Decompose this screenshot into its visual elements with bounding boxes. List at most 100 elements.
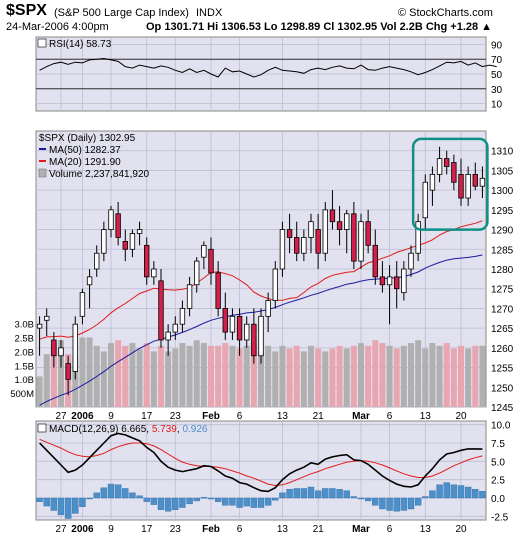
volume-legend: Volume 2,237,841,920 (49, 169, 150, 180)
volume-y-tick-label: 500M (10, 389, 34, 400)
rsi-y-tick-label: 70 (491, 55, 503, 66)
candle-body (294, 237, 300, 254)
macd-histogram-bar (136, 495, 143, 499)
candle-body (108, 209, 114, 230)
volume-bar (422, 348, 429, 407)
volume-bar (193, 340, 200, 407)
macd-histogram-bar (150, 497, 158, 505)
candle-body (158, 280, 164, 341)
price-x-tick-label: 9 (108, 411, 114, 422)
macd-histogram-bar (372, 497, 379, 506)
volume-bar (329, 348, 336, 407)
price-y-tick-label: 1280 (491, 265, 514, 276)
macd-histogram-bar (293, 488, 300, 499)
candle-body (272, 268, 278, 301)
chart-header: $SPX (S&P 500 Large Cap Index) INDX © St… (0, 0, 520, 36)
candle-body (444, 158, 450, 167)
price-x-tick-label: Feb (202, 411, 220, 422)
candle-body (286, 229, 293, 238)
candle-body (229, 315, 236, 333)
candle-body (408, 252, 414, 270)
macd-histogram-bar (443, 482, 450, 499)
rsi-legend-icon (37, 38, 47, 48)
volume-bar (379, 343, 386, 407)
volume-bar (386, 345, 393, 407)
volume-bar (50, 343, 57, 407)
candle-body (44, 315, 50, 321)
quote-summary: Op 1301.71 Hi 1306.53 Lo 1298.89 Cl 1302… (146, 21, 493, 33)
candle-body (244, 323, 250, 341)
price-y-tick-label: 1300 (491, 186, 514, 197)
candle-body (336, 221, 343, 230)
macd-histogram-bar (114, 484, 122, 499)
candle-body (279, 229, 286, 270)
macd-histogram-bar (193, 497, 200, 502)
candle-body (315, 229, 321, 254)
exchange-label: INDX (196, 7, 223, 19)
volume-bar (43, 354, 50, 407)
candle-body (215, 272, 221, 309)
macd-histogram-bar (64, 497, 72, 519)
candle-body (79, 292, 86, 317)
price-y-tick-label: 1270 (491, 304, 514, 315)
macd-y-tick-label: 0.0 (491, 494, 505, 505)
macd-x-tick-label: 13 (277, 524, 289, 535)
macd-legend-icon (37, 423, 47, 433)
index-name: (S&P 500 Large Cap Index) (54, 7, 189, 19)
macd-histogram-bar (300, 488, 308, 499)
candle-body (86, 276, 93, 286)
candle-body (308, 221, 314, 238)
rsi-y-tick-label: 30 (491, 85, 503, 96)
price-y-tick-label: 1260 (491, 344, 514, 355)
macd-y-tick-label: 2.5 (491, 476, 505, 487)
macd-x-tick-label: 13 (420, 524, 432, 535)
macd-x-tick-label: 20 (455, 524, 467, 535)
volume-bar (458, 345, 464, 407)
candle-body (394, 276, 400, 290)
macd-x-tick-label: 17 (141, 524, 153, 535)
macd-histogram-bar (436, 484, 443, 499)
macd-histogram-bar (86, 497, 93, 500)
volume-y-tick-label: 3.0B (14, 320, 34, 331)
macd-histogram-bar (72, 497, 79, 514)
macd-histogram-bar (207, 497, 215, 500)
price-x-tick-label: 13 (420, 411, 432, 422)
price-y-tick-label: 1305 (491, 166, 514, 177)
rsi-line (39, 57, 497, 78)
candle-body (372, 244, 378, 278)
volume-bar (58, 340, 64, 407)
price-x-tick-label: 6 (237, 411, 243, 422)
price-x-tick-label: 20 (455, 411, 467, 422)
macd-histogram-bar (286, 489, 293, 499)
volume-bar (136, 348, 143, 407)
macd-histogram-bar (357, 497, 365, 500)
candle-body (194, 260, 200, 286)
price-y-tick-label: 1245 (491, 403, 514, 414)
macd-y-tick-label: 10.0 (491, 421, 511, 432)
macd-signal-line (39, 438, 483, 487)
macd-x-tick-label: 6 (387, 524, 393, 535)
macd-histogram-bar (464, 486, 472, 499)
rsi-y-tick-label: 50 (491, 70, 503, 81)
macd-histogram-bar (122, 488, 129, 499)
candle-body (136, 229, 143, 234)
macd-histogram-bar (329, 488, 336, 499)
volume-bar (322, 351, 329, 407)
macd-histogram-bar (179, 497, 186, 508)
macd-legend-part-0: MACD(12,26,9) (49, 424, 121, 435)
candle-body (208, 248, 214, 274)
price-y-tick-label: 1310 (491, 147, 514, 158)
macd-legend-part-2: , (146, 424, 152, 435)
macd-histogram-bar (243, 497, 250, 507)
volume-bar (265, 345, 272, 407)
ma50-legend: MA(50) 1282.37 (49, 145, 121, 156)
volume-bar (86, 337, 93, 407)
candle-body (51, 339, 57, 357)
volume-bar (372, 340, 379, 407)
macd-histogram-bar (450, 484, 458, 499)
candle-body (358, 221, 364, 262)
volume-bar (122, 345, 129, 407)
candle-body (65, 363, 71, 380)
rsi-legend: RSI(14) 58.73 (49, 39, 112, 50)
